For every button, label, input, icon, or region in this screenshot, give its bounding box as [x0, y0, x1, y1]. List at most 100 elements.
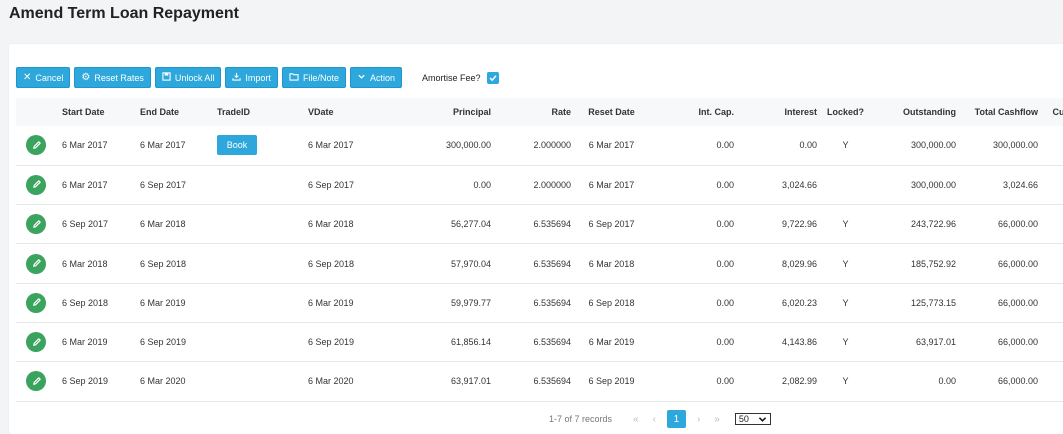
edit-row-button[interactable]: [26, 214, 46, 235]
column-header[interactable]: Total Cashflow: [974, 107, 1038, 117]
main-card: [9, 44, 1063, 434]
edit-row-button[interactable]: [26, 332, 46, 353]
edit-cell: [16, 244, 62, 283]
start-date-cell: 6 Sep 2019: [62, 376, 109, 387]
principal-cell: 300,000.00: [445, 140, 491, 151]
edit-row-button[interactable]: [26, 253, 46, 274]
vdate-cell: 6 Mar 2018: [308, 219, 354, 230]
edit-column-header: [16, 98, 62, 126]
edit-row-button[interactable]: [26, 371, 46, 392]
column-header[interactable]: VDate: [308, 107, 334, 117]
cancel-label: Cancel: [35, 72, 64, 83]
interest-cell: 2,082.99: [781, 376, 817, 387]
int-cap-cell: 0.00: [716, 297, 734, 308]
locked-cell: Y: [842, 376, 849, 387]
action-dropdown-button[interactable]: Action: [349, 67, 402, 88]
edit-row-button[interactable]: [26, 174, 46, 195]
column-header[interactable]: Rate: [551, 107, 571, 117]
rate-cell: 6.535694: [533, 337, 571, 348]
end-date-cell: 6 Sep 2017: [140, 179, 187, 190]
column-header[interactable]: End Date: [140, 107, 180, 117]
page-size-select[interactable]: 50: [734, 413, 771, 425]
interest-cell: 3,024.66: [781, 179, 817, 190]
edit-cell: [16, 362, 62, 401]
column-header[interactable]: Interest: [784, 107, 817, 117]
file-note-button[interactable]: File/Note: [281, 67, 346, 88]
page-title: Amend Term Loan Repayment: [9, 5, 239, 22]
column-header[interactable]: Start Date: [62, 107, 105, 117]
cum-int-cap-cell: 0.00: [1038, 126, 1063, 165]
rate-cell: 6.535694: [533, 258, 571, 269]
edit-cell: [16, 322, 62, 361]
end-date-cell: 6 Sep 2018: [140, 258, 187, 269]
end-date-cell: 6 Sep 2019: [140, 337, 187, 348]
total-cashflow-cell: 66,000.00: [997, 376, 1038, 387]
locked-cell: Y: [842, 337, 849, 348]
outstanding-cell: 243,722.96: [910, 219, 956, 230]
download-icon: [232, 72, 242, 84]
int-cap-cell: 0.00: [716, 258, 734, 269]
table-header-row: Start Date End Date TradeID VDate Princi…: [16, 98, 1063, 126]
trade-id-cell: [217, 283, 308, 322]
first-page-button[interactable]: «: [633, 413, 639, 425]
column-header[interactable]: TradeID: [217, 107, 251, 117]
interest-cell: 6,020.23: [781, 297, 817, 308]
pencil-icon: [32, 377, 41, 385]
locked-cell: Y: [842, 140, 849, 151]
pencil-icon: [32, 337, 41, 346]
cum-int-cap-cell: 0.00: [1038, 362, 1063, 401]
unlock-all-button[interactable]: Unlock All: [154, 67, 222, 88]
start-date-cell: 6 Mar 2017: [62, 179, 108, 190]
next-page-button[interactable]: ›: [696, 413, 701, 425]
edit-row-button[interactable]: [26, 135, 46, 156]
table-row: 6 Mar 2018 6 Sep 2018 6 Sep 2018 57,970.04 6…: [16, 244, 1063, 284]
column-header[interactable]: Locked?: [826, 107, 864, 117]
action-label: Action: [369, 72, 395, 83]
column-header[interactable]: Int. Cap.: [698, 107, 735, 117]
principal-cell: 63,917.01: [450, 376, 491, 387]
folder-icon: [289, 72, 299, 84]
repayment-table: Start Date End Date TradeID VDate Princi…: [16, 98, 1063, 402]
cancel-button[interactable]: ✕ Cancel: [16, 67, 71, 88]
cum-int-cap-cell: 0.00: [1038, 322, 1063, 361]
table-row: 6 Sep 2018 6 Mar 2019 6 Mar 2019 59,979.77 6…: [16, 283, 1063, 323]
total-cashflow-cell: 66,000.00: [997, 337, 1038, 348]
column-header[interactable]: Principal: [452, 107, 491, 117]
outstanding-cell: 125,773.15: [910, 297, 956, 308]
column-header[interactable]: Cum. Int. Cap.: [1052, 107, 1063, 117]
start-date-cell: 6 Mar 2018: [62, 258, 108, 269]
chevron-down-icon: [357, 72, 366, 84]
cum-int-cap-cell: 0.00: [1038, 244, 1063, 283]
rate-cell: 2.000000: [533, 140, 571, 151]
last-page-button[interactable]: »: [714, 413, 720, 425]
edit-row-button[interactable]: [26, 292, 46, 313]
interest-cell: 9,722.96: [781, 219, 817, 230]
import-label: Import: [245, 72, 271, 83]
outstanding-cell: 185,752.92: [910, 258, 956, 269]
reset-rates-button[interactable]: ⚙ Reset Rates: [74, 67, 151, 88]
amortise-fee-checkbox[interactable]: [486, 71, 499, 84]
import-button[interactable]: Import: [225, 67, 278, 88]
rate-cell: 6.535694: [533, 297, 571, 308]
vdate-cell: 6 Mar 2017: [308, 140, 354, 151]
rate-cell: 6.535694: [533, 219, 571, 230]
rate-cell: 6.535694: [533, 376, 571, 387]
principal-cell: 57,970.04: [450, 258, 491, 269]
pencil-icon: [32, 180, 41, 189]
table-row: 6 Mar 2017 6 Sep 2017 6 Sep 2017 0.00 2.0000…: [16, 165, 1063, 205]
book-button[interactable]: Book: [217, 135, 257, 156]
edit-cell: [16, 283, 62, 322]
start-date-cell: 6 Sep 2017: [62, 219, 109, 230]
column-header[interactable]: Outstanding: [903, 107, 956, 117]
edit-cell: [16, 165, 62, 204]
amortise-fee-label: Amortise Fee?: [421, 72, 481, 83]
current-page-button[interactable]: 1: [666, 410, 686, 428]
prev-page-button[interactable]: ‹: [652, 413, 656, 425]
checkmark-icon: [488, 74, 497, 81]
end-date-cell: 6 Mar 2017: [140, 140, 186, 151]
table-row: 6 Mar 2017 6 Mar 2017 Book 6 Mar 2017 300,00…: [16, 126, 1063, 166]
reset-date-cell: 6 Sep 2018: [588, 297, 635, 308]
outstanding-cell: 300,000.00: [910, 140, 956, 151]
column-header[interactable]: Reset Date: [588, 107, 635, 117]
chevron-down-icon: [758, 416, 766, 422]
